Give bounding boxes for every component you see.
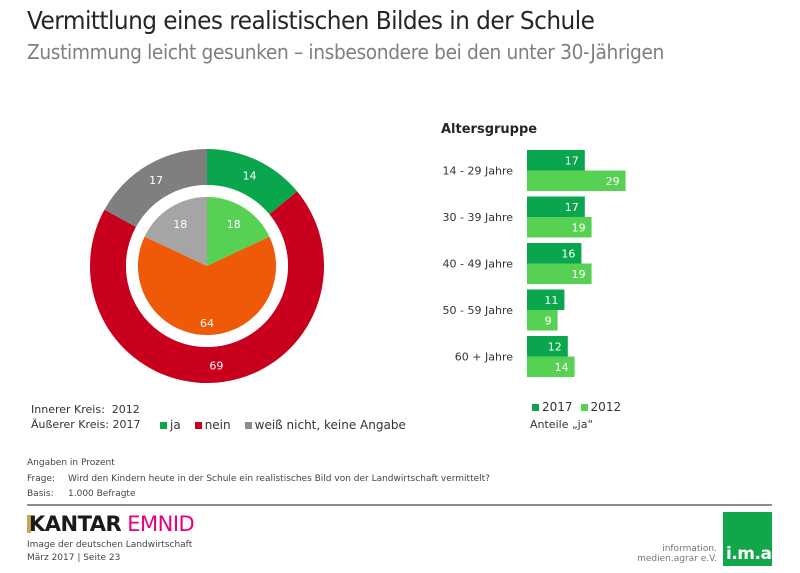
bar-value-2017: 12	[548, 340, 562, 353]
footer-divider	[27, 504, 772, 506]
outer-ring-slice-ja	[207, 149, 298, 215]
bar-value-2012: 14	[555, 361, 569, 374]
legend-label-unknown: weiß nicht, keine Angabe	[254, 418, 406, 432]
bar-2012	[527, 217, 592, 238]
legend-item-nein: nein	[194, 418, 231, 432]
bar-value-2012: 29	[606, 175, 620, 188]
inner-pie-label-ja: 18	[227, 218, 241, 231]
bar-legend-label-2017: 2017	[542, 400, 573, 414]
bar-legend-item-2012: 2012	[580, 400, 622, 414]
legend-label-nein: nein	[204, 418, 231, 432]
bar-legend-label-2012: 2012	[590, 400, 622, 414]
legend-label-ja: ja	[170, 418, 181, 432]
bar-2017	[527, 243, 582, 264]
survey-notes: Angaben in Prozent Frage: Wird den Kinder…	[27, 456, 490, 503]
bar-value-2012: 19	[572, 221, 586, 234]
page-subtitle: Zustimmung leicht gesunken – insbesonder…	[27, 40, 664, 64]
bar-legend-item-2017: 2017	[532, 400, 573, 414]
bar-2012	[527, 310, 558, 331]
ring-legend: Innerer Kreis: 2012 Äußerer Kreis: 2017	[31, 402, 141, 432]
logo-emnid: EMNID	[127, 512, 195, 536]
inner-pie-label-unknown: 18	[173, 218, 187, 231]
study-name: Image der deutschen Landwirtschaft	[27, 540, 193, 550]
question-row: Frage: Wird den Kindern heute in der Schu…	[27, 472, 490, 488]
bar-legend-swatch-2017	[532, 403, 539, 411]
category-label: 40 - 49 Jahre	[443, 258, 514, 271]
kantar-emnid-logo: KANTAR EMNID	[27, 512, 195, 536]
inner-ring-label: Innerer Kreis: 2012	[31, 403, 140, 416]
category-label: 60 + Jahre	[455, 351, 513, 364]
base-label: Basis:	[27, 489, 54, 499]
date-page: März 2017 | Seite 23	[27, 553, 121, 563]
ima-line-2: medien.agrar e.V.	[637, 554, 717, 564]
logo-accent-bar	[27, 515, 31, 533]
footer-info: Image der deutschen Landwirtschaft März …	[27, 539, 192, 565]
bar-2012	[527, 356, 575, 377]
page-title: Vermittlung eines realistischen Bildes i…	[27, 6, 595, 35]
inner-pie-slice-unknown	[144, 197, 207, 266]
question-label: Frage:	[27, 473, 56, 484]
ima-logo: i.m.a	[723, 512, 772, 566]
outer-ring-slice-unknown	[104, 149, 207, 227]
legend-item-unknown: weiß nicht, keine Angabe	[244, 418, 406, 432]
ima-tagline: information. medien.agrar e.V.	[622, 544, 717, 564]
ima-logo-text: i.m.a	[726, 544, 772, 564]
bar-chart-note: Anteile „ja“	[530, 418, 594, 431]
legend-item-ja: ja	[160, 418, 181, 432]
outer-ring-label: Äußerer Kreis: 2017	[31, 418, 141, 431]
outer-ring-label-ja: 14	[243, 170, 257, 183]
bar-value-2017: 17	[565, 201, 579, 214]
ima-line-1: information.	[662, 544, 717, 554]
unit-note: Angaben in Prozent	[27, 458, 115, 468]
bar-legend-swatch-2012	[580, 403, 588, 411]
bar-value-2017: 17	[565, 154, 579, 167]
category-legend: ja nein weiß nicht, keine Angabe	[160, 418, 406, 432]
legend-swatch-ja	[160, 421, 167, 429]
inner-pie-slice-ja	[207, 197, 270, 266]
outer-ring-slice-nein	[90, 191, 325, 384]
bar-value-2012: 9	[545, 314, 552, 327]
outer-ring-label-unknown: 17	[149, 174, 163, 187]
legend-swatch-nein	[194, 421, 202, 429]
bar-chart-title: Altersgruppe	[441, 122, 538, 137]
bar-2012	[527, 170, 626, 191]
bar-2017	[527, 289, 565, 310]
base-row: Basis: 1.000 Befragte	[27, 487, 490, 503]
inner-pie-label-nein: 64	[200, 317, 214, 330]
bar-value-2012: 19	[572, 268, 586, 281]
base-text: 1.000 Befragte	[68, 489, 136, 499]
bar-value-2017: 11	[544, 294, 558, 307]
category-label: 30 - 39 Jahre	[443, 211, 514, 224]
logo-kantar: KANTAR	[29, 512, 122, 536]
bar-legend: 2017 2012	[532, 400, 621, 414]
bar-2017	[527, 196, 585, 217]
bar-2012	[527, 263, 592, 284]
legend-swatch-unknown	[244, 421, 252, 429]
category-label: 14 - 29 Jahre	[443, 165, 514, 178]
outer-ring-label-nein: 69	[209, 360, 223, 373]
category-label: 50 - 59 Jahre	[443, 304, 514, 317]
bar-2017	[527, 150, 585, 171]
question-text: Wird den Kindern heute in der Schule ein…	[68, 473, 490, 484]
bar-2017	[527, 336, 568, 357]
bar-value-2017: 16	[561, 247, 575, 260]
inner-pie-slice-nein	[138, 236, 276, 335]
